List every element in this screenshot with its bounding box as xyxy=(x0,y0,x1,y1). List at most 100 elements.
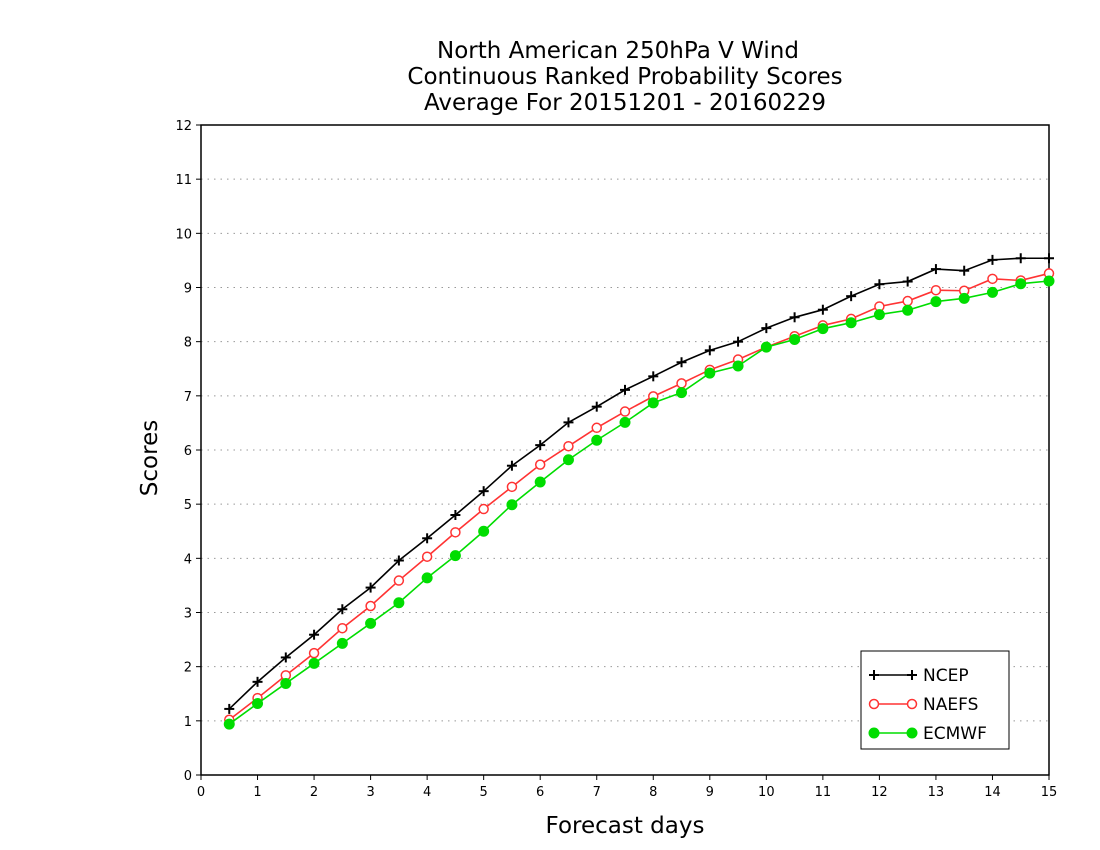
ncep-point xyxy=(280,652,291,663)
y-tick-label: 2 xyxy=(184,661,192,676)
ncep-point xyxy=(789,312,800,323)
legend-marker-ncep xyxy=(869,670,879,680)
ncep-point xyxy=(1015,253,1026,264)
ecmwf-point xyxy=(789,334,801,345)
y-tick-label: 0 xyxy=(184,769,192,784)
naefs-point xyxy=(365,600,376,612)
x-axis-title: Forecast days xyxy=(546,813,705,839)
x-tick-label: 13 xyxy=(928,785,945,800)
ncep-point xyxy=(393,555,404,566)
ecmwf-point xyxy=(506,499,518,511)
ecmwf-point xyxy=(534,476,546,488)
ecmwf-point xyxy=(280,677,292,689)
ncep-point xyxy=(761,323,772,334)
y-tick-label: 11 xyxy=(175,173,192,188)
legend-label-naefs: NAEFS xyxy=(923,695,978,715)
ncep-point xyxy=(450,510,461,520)
chart-title: North American 250hPa V Wind Continuous … xyxy=(407,38,842,116)
x-tick-label: 3 xyxy=(366,785,374,800)
x-tick-label: 14 xyxy=(984,785,1001,800)
x-tick-label: 6 xyxy=(536,785,544,800)
ecmwf-point xyxy=(704,367,716,379)
ncep-point xyxy=(930,264,941,275)
title-line-3: Average For 20151201 - 20160229 xyxy=(424,90,826,116)
ncep-point xyxy=(874,279,885,290)
legend-marker-ecmwf xyxy=(906,727,918,739)
ncep-line xyxy=(228,257,1049,710)
ncep-point xyxy=(620,384,630,395)
x-tick-label: 10 xyxy=(758,785,775,800)
ncep-point xyxy=(902,276,913,287)
y-tick-label: 1 xyxy=(184,715,192,730)
ncep-point xyxy=(535,440,546,451)
ecmwf-point xyxy=(986,286,998,298)
ecmwf-point xyxy=(478,525,490,537)
ncep-point xyxy=(506,460,517,471)
ecmwf-point xyxy=(958,292,970,304)
ecmwf-point xyxy=(845,317,857,329)
ncep-point xyxy=(422,533,433,544)
y-tick-label: 9 xyxy=(184,282,192,297)
ecmwf-point xyxy=(760,341,772,353)
x-tick-label: 7 xyxy=(593,785,601,800)
ecmwf-point xyxy=(336,637,348,649)
x-tick-label: 8 xyxy=(649,785,657,800)
ncep-point xyxy=(733,336,744,347)
ecmwf-point xyxy=(732,360,744,372)
legend-marker-naefs xyxy=(868,698,880,710)
ncep-point xyxy=(959,265,970,276)
naefs-point xyxy=(902,295,913,307)
series-ncep xyxy=(224,253,1054,714)
naefs-point xyxy=(930,284,942,296)
ecmwf-point xyxy=(873,309,885,321)
legend-label-ncep: NCEP xyxy=(923,666,969,686)
grid-lines xyxy=(201,178,1049,722)
y-tick-label: 4 xyxy=(184,552,192,567)
ecmwf-point xyxy=(817,323,829,335)
naefs-point xyxy=(450,527,461,538)
ecmwf-point xyxy=(365,617,377,629)
y-tick-label: 6 xyxy=(184,444,192,459)
ecmwf-point xyxy=(252,698,264,709)
legend-marker-ncep xyxy=(907,670,917,680)
title-line-1: North American 250hPa V Wind xyxy=(437,38,799,64)
ecmwf-point xyxy=(223,718,235,730)
ncep-point xyxy=(704,345,715,356)
naefs-point xyxy=(534,459,546,470)
ncep-point xyxy=(252,676,263,687)
naefs-point xyxy=(987,273,998,285)
ncep-point xyxy=(987,254,998,265)
y-tick-label: 10 xyxy=(175,227,192,242)
y-tick-label: 8 xyxy=(184,336,192,351)
x-tick-label: 4 xyxy=(423,785,431,800)
y-tick-label: 3 xyxy=(184,607,192,622)
ecmwf-point xyxy=(676,387,688,399)
legend-item-naefs: NAEFS xyxy=(868,695,978,715)
y-axis-title: Scores xyxy=(137,420,163,496)
naefs-point xyxy=(619,406,631,417)
x-tick-label: 1 xyxy=(253,785,261,800)
ecmwf-point xyxy=(449,550,461,562)
naefs-point xyxy=(421,551,433,562)
ncep-point xyxy=(563,417,574,428)
naefs-point xyxy=(591,422,602,434)
x-tick-label: 0 xyxy=(197,785,205,800)
ecmwf-point xyxy=(421,572,433,584)
x-tick-label: 12 xyxy=(871,785,888,800)
ecmwf-point xyxy=(1043,275,1055,287)
ecmwf-point xyxy=(393,597,405,609)
naefs-point xyxy=(676,378,687,389)
ecmwf-point xyxy=(562,454,574,466)
ecmwf-point xyxy=(619,416,631,428)
ncep-point xyxy=(365,582,376,593)
naefs-point xyxy=(393,575,405,586)
ecmwf-point xyxy=(647,397,659,409)
ecmwf-point xyxy=(902,304,914,316)
ncep-point xyxy=(309,629,320,640)
x-tick-label: 5 xyxy=(480,785,488,800)
naefs-point xyxy=(506,481,518,493)
series-ecmwf xyxy=(223,275,1055,730)
x-tick-label: 15 xyxy=(1041,785,1058,800)
legend-item-ncep: NCEP xyxy=(869,666,969,686)
